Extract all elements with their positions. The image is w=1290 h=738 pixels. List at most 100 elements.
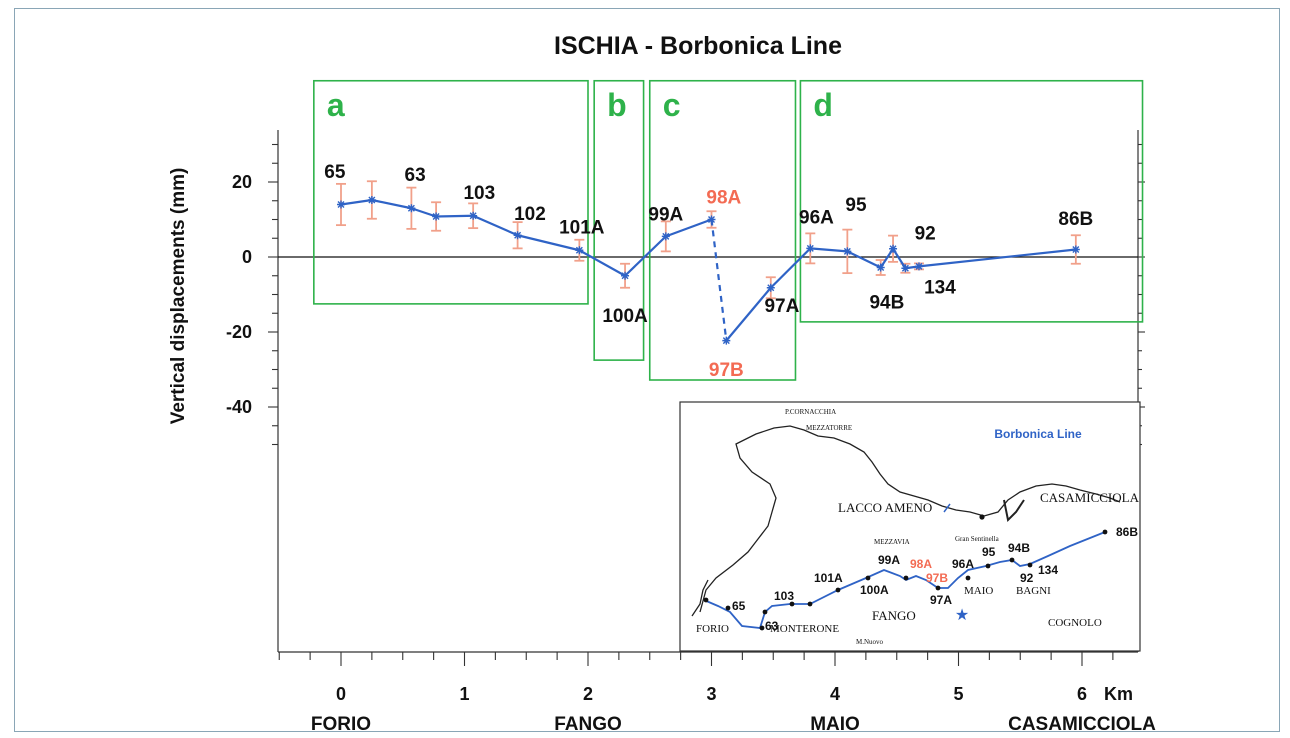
station-dot [703,597,709,603]
segment-box [593,79,645,361]
data-point [901,264,910,273]
point-label: 63 [405,165,426,186]
station-dot [725,605,731,611]
series-segment [665,218,712,238]
map-place: MEZZAVIA [874,538,910,546]
x-place-labels: FORIO FANGO MAIO CASAMICCIOLA [311,714,1156,735]
map-station-label: 100A [860,583,889,597]
series-segment [436,214,474,218]
station-dot [979,514,985,520]
x-place-label: MAIO [810,714,860,735]
data-point [889,244,898,253]
map-place: MONTERONE [770,623,839,635]
station-dot [1102,529,1108,535]
series-segment [725,287,772,342]
data-point [407,204,416,213]
y-tick-label: 0 [242,247,252,267]
map-stations [703,514,1108,631]
point-label: 86B [1058,209,1093,230]
map-station-label-red: 97B [926,571,948,585]
segment-box-label: c [663,87,681,123]
chart-title: ISCHIA - Borbonica Line [554,32,842,60]
map-place: CASAMICCIOLA [1040,490,1140,505]
map-place: P.CORNACCHIA [785,408,836,416]
map-station-label: 96A [952,557,974,571]
station-dot [985,563,991,569]
point-label: 101A [559,217,605,238]
series-segment [472,214,519,237]
map-station-label: 94B [1008,541,1030,555]
map-station-label: 134 [1038,563,1058,577]
x-tick-label: 1 [459,684,469,704]
point-label: 95 [845,195,867,216]
map-station-label: 86B [1116,525,1138,539]
y-tick-label: -40 [226,397,252,417]
segment-box-label: d [813,87,833,123]
series-segment [624,235,667,277]
station-dot [759,625,765,631]
x-tick-label: 5 [953,684,963,704]
x-tick-label: 6 [1077,684,1087,704]
map-station-label: 99A [878,553,900,567]
series-segment [879,248,894,269]
x-tick-label: 4 [830,684,840,704]
point-labels: 65 63 103 102 101A 100A 99A 98A 97B 97A 96A 95 94B 92… [324,162,1093,381]
inset-map-frame [679,401,1141,652]
x-place-label: FORIO [311,714,371,735]
segment-box-label: a [327,87,345,123]
coastline [699,425,1121,613]
series-segment [892,248,907,269]
map-place: MEZZATORRE [806,424,852,432]
series-segment [846,250,882,269]
station-dot [835,587,841,593]
segment-box-label: b [607,87,627,123]
point-label: 134 [924,277,956,298]
point-label: 92 [915,223,936,244]
series-segment [770,247,812,289]
station-dot [903,575,909,581]
map-station-label: 103 [774,589,794,603]
y-tick-label: 20 [232,172,252,192]
x-tick-label: 0 [336,684,346,704]
station-dot [965,575,971,581]
map-title: Borbonica Line [994,427,1082,441]
map-place: MAIO [964,585,993,597]
point-label: 94B [869,292,904,313]
point-label: 97B [709,360,744,381]
map-station-label: 65 [732,599,746,613]
data-point [806,244,815,253]
map-place: COGNOLO [1048,617,1102,629]
x-place-label: FANGO [554,714,622,735]
x-ticks: 0 1 2 3 4 5 6 [278,652,1114,704]
series-segment [918,248,1076,268]
series-segment [810,247,848,253]
data-point [575,246,584,255]
map-tick [943,503,951,513]
series-segment [340,198,373,206]
map-route [703,531,1106,629]
x-unit-label: Km [1104,684,1133,704]
data-point [337,200,345,209]
data-point [707,215,716,224]
coastline-west [691,579,709,617]
data-point [661,232,670,241]
x-tick-label: 2 [583,684,593,704]
map-station-label-red: 98A [910,557,932,571]
segment-box [799,79,1144,323]
map-place: FANGO [872,608,916,623]
data-point [843,247,852,256]
station-dot [1027,562,1033,568]
point-label: 98A [706,187,741,208]
data-point [432,212,441,221]
data-points [337,196,1080,345]
y-axis-label: Vertical displacements (mm) [168,168,189,425]
point-label: 103 [463,183,495,204]
x-place-label: CASAMICCIOLA [1008,714,1156,735]
map-place: LACCO AMENO [838,500,932,515]
data-point [766,283,775,292]
series-segment-dashed [710,219,728,341]
series-segment [517,234,580,252]
map-station-label: 101A [814,571,843,585]
point-label: 96A [799,208,834,229]
